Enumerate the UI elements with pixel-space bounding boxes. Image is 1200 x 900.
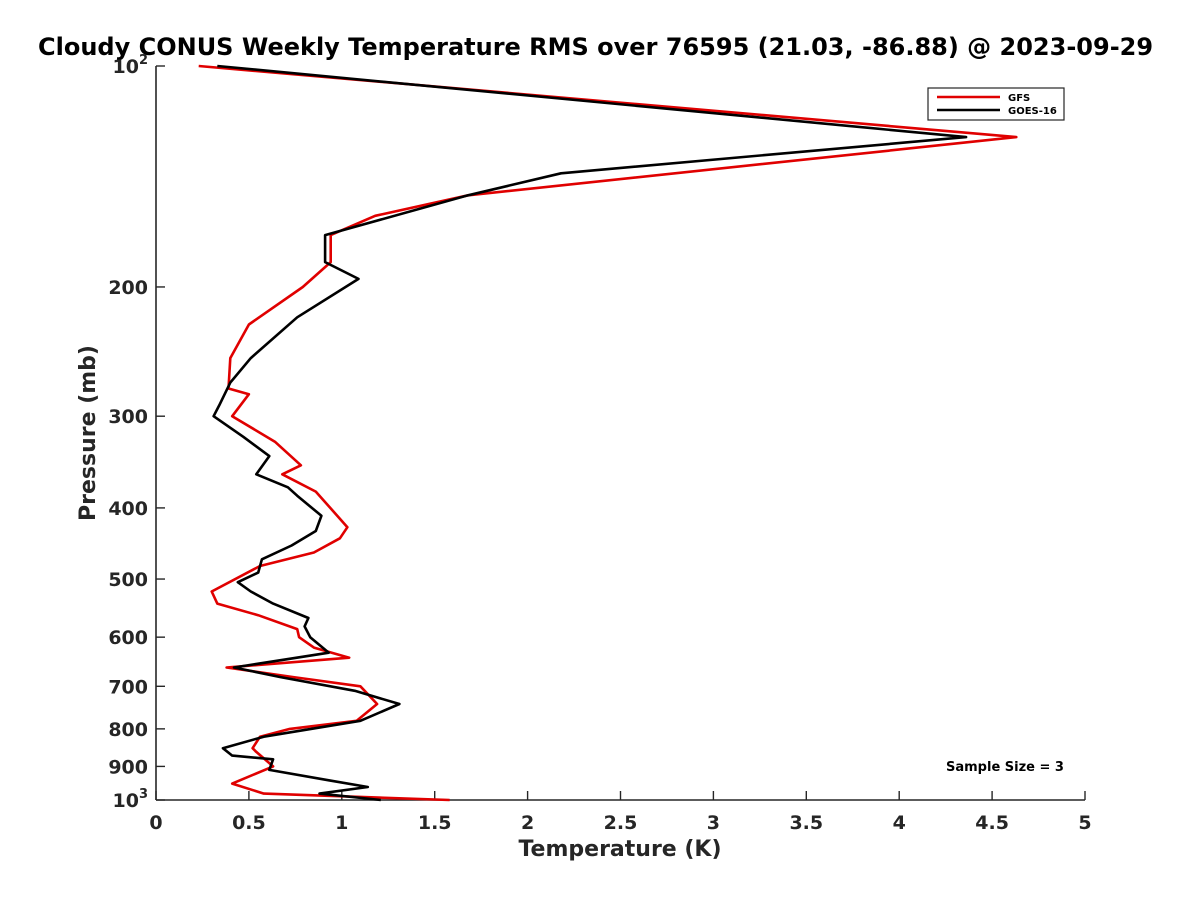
sample-size-annotation: Sample Size = 3 xyxy=(946,760,1064,775)
y-tick-label: 102 xyxy=(113,53,149,78)
series-layer xyxy=(198,64,1018,802)
y-tick-label: 800 xyxy=(108,719,148,741)
legend-label-goes16: GOES-16 xyxy=(1008,106,1057,117)
legend: GFS GOES-16 xyxy=(927,87,1065,121)
y-tick-label: 300 xyxy=(108,406,148,428)
y-tick-label: 600 xyxy=(108,627,148,649)
y-ticks: 102 200 300 400 500 600 700 800 900 103 xyxy=(108,53,165,812)
y-tick-label: 400 xyxy=(108,498,148,520)
x-tick-label: 4.5 xyxy=(975,812,1009,834)
legend-label-gfs: GFS xyxy=(1008,93,1030,104)
x-tick-label: 5 xyxy=(1078,812,1091,834)
y-axis-label: Pressure (mb) xyxy=(76,345,101,521)
y-tick-label: 200 xyxy=(108,277,148,299)
y-tick-label: 500 xyxy=(108,569,148,591)
x-tick-label: 1 xyxy=(335,812,348,834)
y-tick-label: 103 xyxy=(113,787,149,812)
chart-title: Cloudy CONUS Weekly Temperature RMS over… xyxy=(38,33,1153,61)
plot-area: 0 0.5 1 1.5 2 2.5 3 3.5 4 4.5 5 102 200 300 400 500 600… xyxy=(108,53,1091,834)
legend-box xyxy=(927,87,1065,121)
x-ticks: 0 0.5 1 1.5 2 2.5 3 3.5 4 4.5 5 xyxy=(149,791,1092,834)
x-tick-label: 2.5 xyxy=(604,812,638,834)
x-axis-label: Temperature (K) xyxy=(518,837,721,862)
x-tick-label: 3.5 xyxy=(789,812,823,834)
x-tick-label: 2 xyxy=(521,812,534,834)
series-line-gfs xyxy=(198,64,1018,802)
series-line-goes-16 xyxy=(212,64,968,802)
x-tick-label: 4 xyxy=(893,812,906,834)
x-tick-label: 0.5 xyxy=(232,812,266,834)
x-tick-label: 3 xyxy=(707,812,720,834)
x-tick-label: 1.5 xyxy=(418,812,452,834)
y-tick-label: 900 xyxy=(108,756,148,778)
x-tick-label: 0 xyxy=(149,812,162,834)
y-tick-label: 700 xyxy=(108,676,148,698)
